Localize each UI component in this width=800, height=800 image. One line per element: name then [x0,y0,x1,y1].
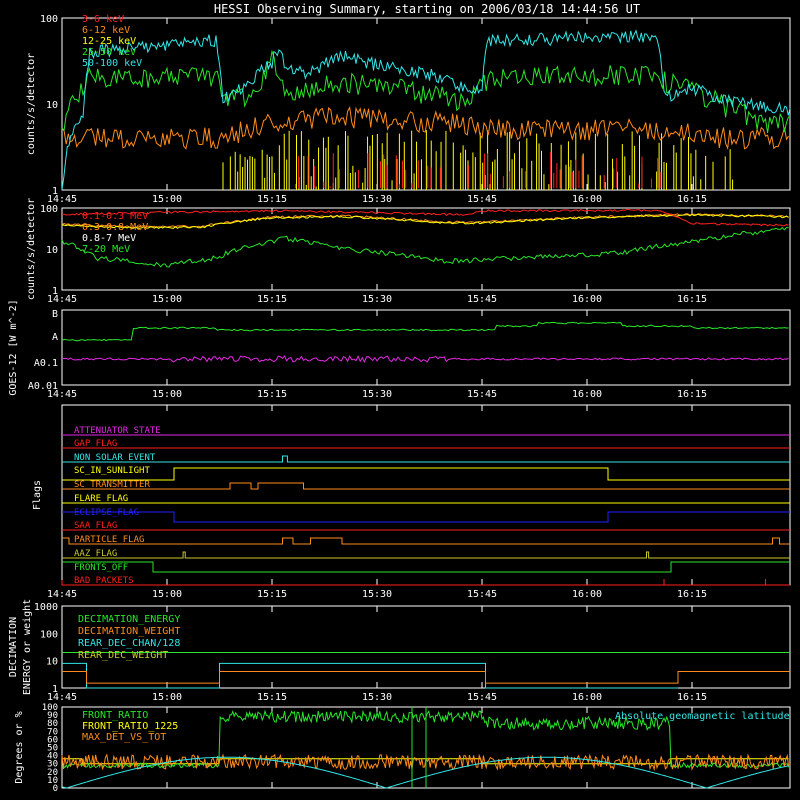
panel6-legend-cyan: Absolute geomagnetic latitude [615,711,790,722]
time-tick-label: 15:00 [152,692,182,703]
panel2-ytick-label: 10 [46,245,58,256]
panel4-ylabel: Flags [32,480,43,510]
panel1-legend-orange: 6-12 keV [82,25,130,36]
time-tick-label: 15:45 [467,692,497,703]
panel5-legend-cyan: REAR_DEC_CHAN/128 [78,638,180,649]
time-tick-label: 14:45 [47,589,77,600]
panel1-ytick-label: 1 [52,186,58,197]
panel1-legend-red: 3-6 keV [82,14,124,25]
time-tick-label: 16:15 [677,589,707,600]
time-tick-label: 15:00 [152,589,182,600]
panel6-legend-green: FRONT_RATIO [82,710,148,721]
panel5-ytick-label: 1000 [34,602,58,613]
flag-label-sc_in_sunlight: SC_IN_SUNLIGHT [74,466,150,476]
panel5-ylabel-line1: DECIMATION [8,617,19,677]
panel5-ylabel-line2: ENERGY or weight [22,599,33,695]
figure-title: HESSI Observing Summary, starting on 200… [214,2,640,16]
panel2-ytick-label: 1 [52,286,58,297]
panel1-ytick-label: 10 [46,100,58,111]
panel1-ytick-label: 100 [40,14,58,25]
panel2-legend-orange: 0.3-0.8 MeV [82,222,148,233]
time-tick-label: 15:30 [362,194,392,205]
time-tick-label: 15:00 [152,194,182,205]
time-tick-label: 16:00 [572,194,602,205]
panel1-ylabel: counts/s/detector [26,53,37,155]
panel5-ytick-label: 100 [40,629,58,640]
panel2-ylabel: counts/s/detector [26,198,37,300]
panel2-legend-green: 7-20 MeV [82,244,130,255]
panel2-legend-red: 0.1-0.3 MeV [82,211,148,222]
panel3-ytick-label: A0.1 [34,358,58,369]
time-tick-label: 15:15 [257,194,287,205]
time-tick-label: 15:45 [467,194,497,205]
panel2-legend-white: 0.8-7 MeV [82,233,136,244]
time-tick-label: 15:30 [362,589,392,600]
panel6-legend-yellow: FRONT_RATIO_1225 [82,721,178,732]
panel1-legend-cyan: 50-100 keV [82,58,142,69]
panel5-legend-green: DECIMATION_ENERGY [78,614,180,625]
panel6-legend-orange: MAX_DET_VS_TOT [82,732,166,743]
time-tick-label: 16:15 [677,194,707,205]
time-tick-label: 15:45 [467,389,497,400]
time-tick-label: 15:15 [257,294,287,305]
panel3-ytick-label: B [52,309,58,320]
time-tick-label: 16:00 [572,389,602,400]
panel5-ytick-label: 1 [52,684,58,695]
time-tick-label: 16:00 [572,589,602,600]
time-tick-label: 15:30 [362,294,392,305]
panel5-legend-orange: DECIMATION_WEIGHT [78,626,180,637]
time-tick-label: 15:45 [467,294,497,305]
panel3-ytick-label: A0.01 [28,381,58,392]
panel5-legend-olive: REAR_DEC_WEIGHT [78,650,168,661]
time-tick-label: 15:15 [257,389,287,400]
panel1-legend-yellow: 12-25 keV [82,36,136,47]
time-tick-label: 15:00 [152,389,182,400]
panel6-ytick-label: 100 [42,703,58,713]
flag-label-fronts_off: FRONTS_OFF [74,563,128,573]
time-tick-label: 15:15 [257,589,287,600]
panel3-ylabel: GOES-12 [W m^-2] [8,299,19,395]
time-tick-label: 15:15 [257,692,287,703]
time-tick-label: 16:15 [677,692,707,703]
time-tick-label: 16:00 [572,294,602,305]
time-tick-label: 16:15 [677,294,707,305]
panel2-ytick-label: 100 [40,204,58,215]
panel1-legend-green: 25-50 keV [82,47,136,58]
time-tick-label: 15:30 [362,389,392,400]
time-tick-label: 15:00 [152,294,182,305]
panel5-ytick-label: 10 [46,657,58,668]
panel3-ytick-label: A [52,332,58,343]
time-tick-label: 15:30 [362,692,392,703]
time-tick-label: 16:00 [572,692,602,703]
flag-label-eclipse_flag: ECLIPSE_FLAG [74,508,139,518]
panel6-ylabel: Degrees or % [14,711,25,783]
time-tick-label: 16:15 [677,389,707,400]
time-tick-label: 15:45 [467,589,497,600]
